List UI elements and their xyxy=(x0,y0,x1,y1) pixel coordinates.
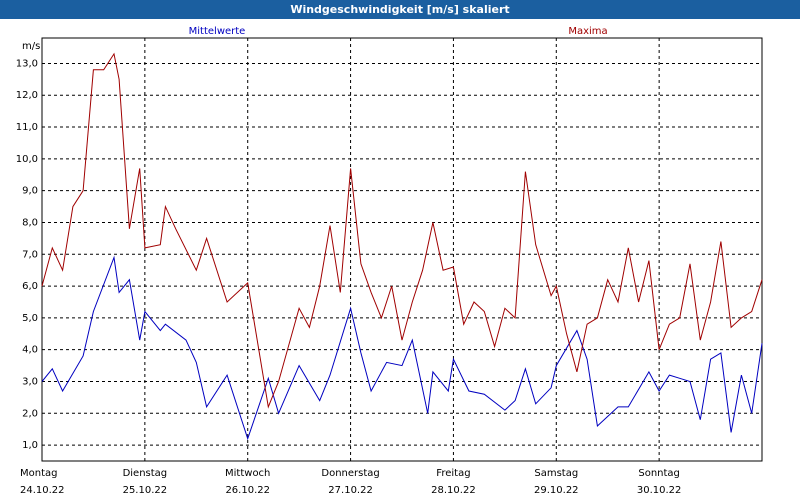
y-tick-label: 10,0 xyxy=(16,154,38,165)
x-tick-date: 25.10.22 xyxy=(123,485,168,496)
x-tick-weekday: Freitag xyxy=(436,468,470,479)
x-tick-date: 28.10.22 xyxy=(431,485,476,496)
y-tick-label: 4,0 xyxy=(22,345,38,356)
y-tick-label: 7,0 xyxy=(22,249,38,260)
legend-maxima: Maxima xyxy=(568,26,607,37)
y-tick-label: 12,0 xyxy=(16,90,38,101)
x-tick-weekday: Donnerstag xyxy=(321,468,379,479)
series-lines xyxy=(41,52,763,441)
y-tick-label: 2,0 xyxy=(22,408,38,419)
series-line-mittelwerte xyxy=(41,255,763,441)
chart-title-bar: Windgeschwindigkeit [m/s] skaliert xyxy=(0,0,800,19)
x-axis-ticks: Montag 24.10.22 Dienstag 25.10.22 Mittwoch 26… xyxy=(20,468,681,496)
y-tick-label: 6,0 xyxy=(22,281,38,292)
x-tick-date: 29.10.22 xyxy=(534,485,579,496)
x-tick-date: 26.10.22 xyxy=(225,485,270,496)
y-tick-label: 3,0 xyxy=(22,376,38,387)
y-tick-label: 1,0 xyxy=(22,440,38,451)
legend-mittelwerte: Mittelwerte xyxy=(189,26,246,37)
y-tick-label: 5,0 xyxy=(22,313,38,324)
x-tick-weekday: Sonntag xyxy=(638,468,680,479)
y-tick-label: 13,0 xyxy=(16,58,38,69)
x-tick-weekday: Dienstag xyxy=(123,468,168,479)
x-tick-weekday: Mittwoch xyxy=(225,468,270,479)
y-tick-label: 8,0 xyxy=(22,217,38,228)
y-axis-ticks: 1,0 2,0 3,0 4,0 5,0 6,0 7,0 8,0 9,0 10,0 11,0 12,0 1… xyxy=(16,58,38,451)
y-tick-label: 9,0 xyxy=(22,186,38,197)
y-axis-label: m/s xyxy=(22,41,40,52)
x-tick-weekday: Montag xyxy=(20,468,57,479)
x-tick-date: 30.10.22 xyxy=(637,485,682,496)
plot-area xyxy=(41,37,763,462)
chart-title: Windgeschwindigkeit [m/s] skaliert xyxy=(290,3,510,16)
series-line-maxima xyxy=(41,52,763,409)
grid-lines xyxy=(42,38,762,461)
x-tick-weekday: Samstag xyxy=(534,468,578,479)
x-tick-date: 24.10.22 xyxy=(20,485,65,496)
y-tick-label: 11,0 xyxy=(16,122,38,133)
x-tick-date: 27.10.22 xyxy=(328,485,373,496)
